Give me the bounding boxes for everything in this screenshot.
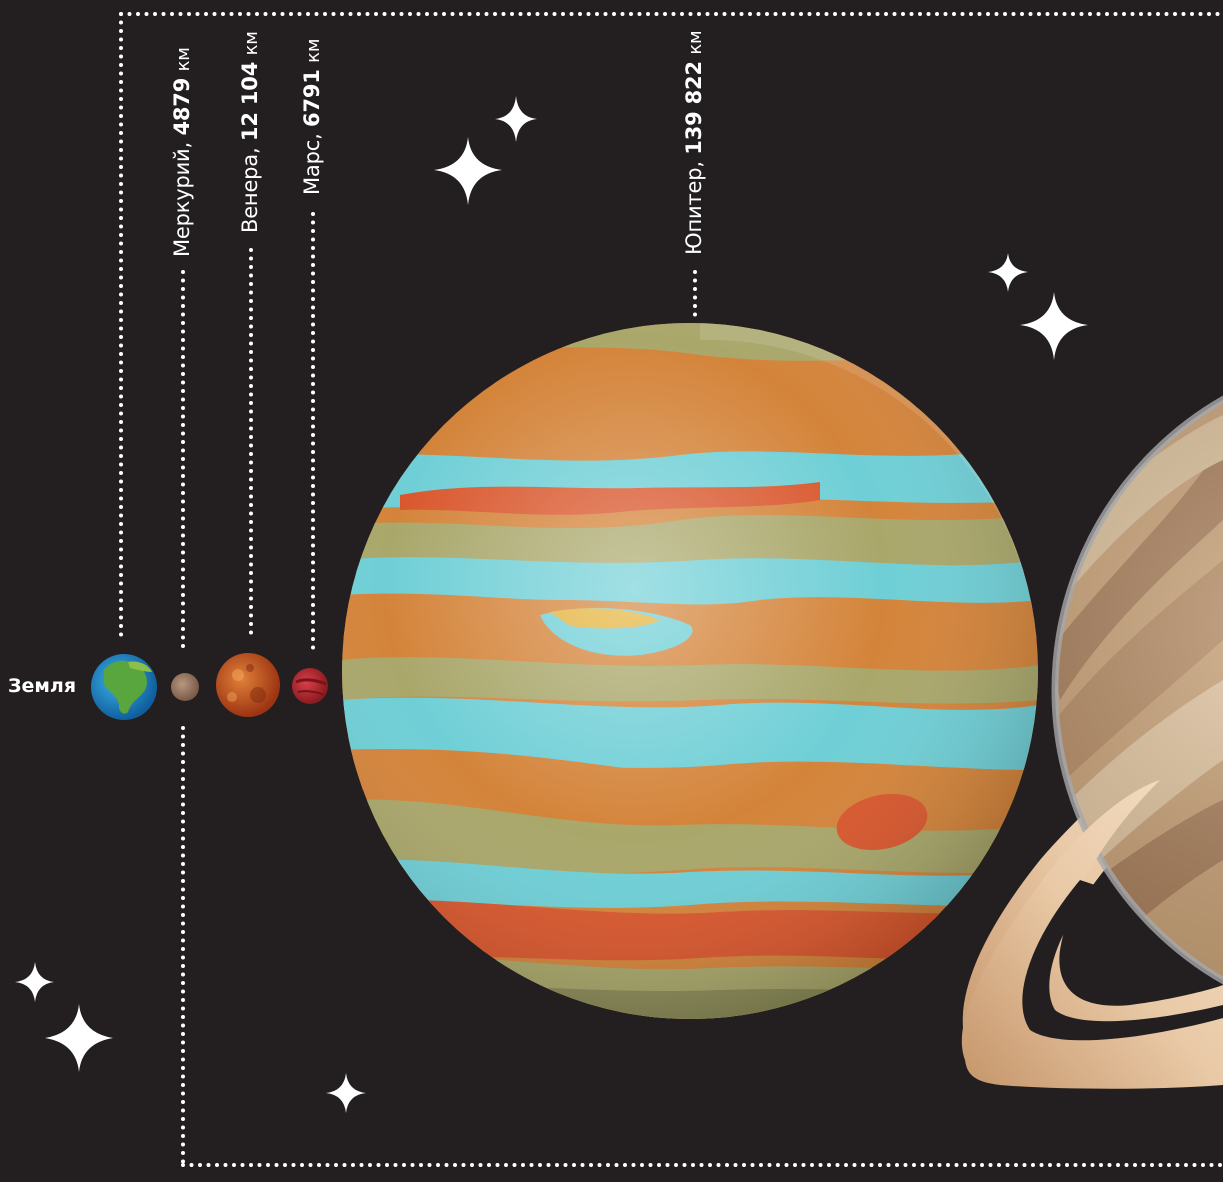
star-5 — [15, 962, 54, 1002]
star-6 — [45, 1004, 113, 1072]
earth-label: Земля — [8, 675, 77, 697]
star-1 — [495, 96, 537, 142]
mars-label: Марс, 6791 км — [300, 38, 324, 195]
venus-label: Венера, 12 104 км — [238, 31, 262, 233]
jupiter-label: Юпитер, 139 822 км — [682, 30, 706, 255]
star-2 — [434, 137, 502, 205]
saturn-ring-gap — [1022, 880, 1223, 1041]
star-7 — [326, 1073, 366, 1113]
star-4 — [1020, 292, 1088, 360]
jupiter — [342, 323, 1038, 1019]
saturn-rim — [1051, 395, 1223, 985]
venus-planet — [216, 653, 280, 717]
mars-planet — [292, 668, 328, 704]
dotted-frame — [119, 12, 1223, 1167]
mercury-label: Меркурий, 4879 км — [170, 47, 194, 257]
stars — [15, 96, 1088, 1113]
star-3 — [988, 253, 1028, 292]
earth-planet — [91, 654, 157, 720]
mercury-planet — [171, 673, 199, 701]
